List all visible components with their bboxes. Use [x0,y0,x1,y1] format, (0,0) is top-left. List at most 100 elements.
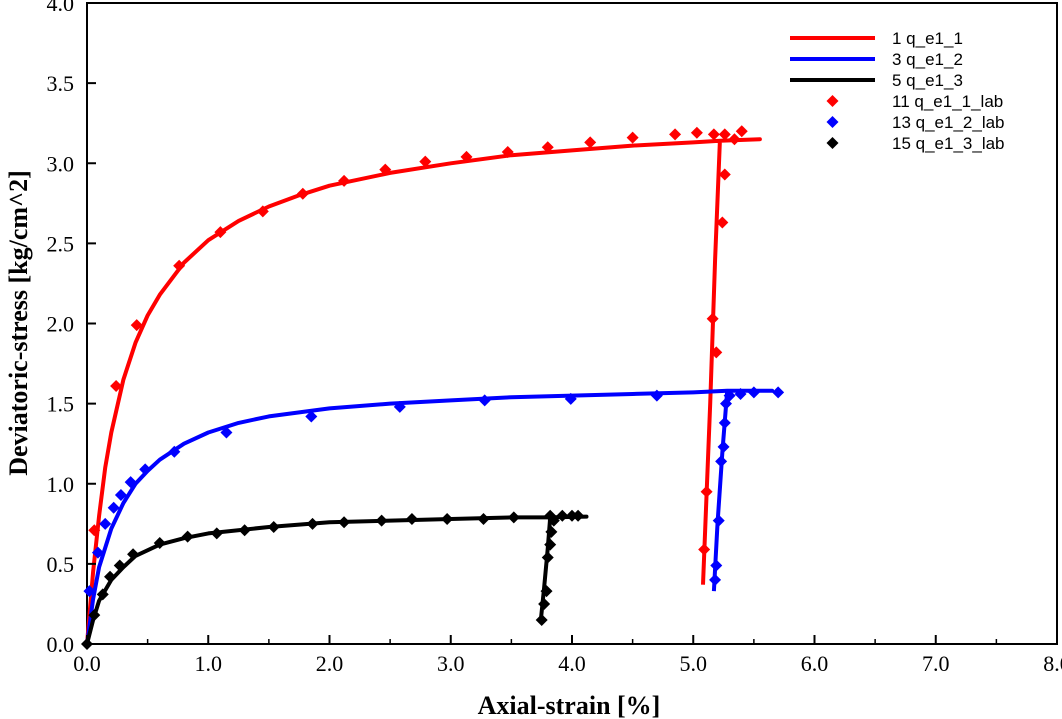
y-tick-label: 0.0 [47,632,75,657]
legend-swatch-marker [826,95,839,107]
legend-swatch-marker [826,137,839,149]
y-tick-label: 0.5 [47,552,75,577]
data-point [545,525,558,538]
data-point [338,516,351,529]
y-tick-label: 4.0 [47,0,75,16]
x-tick-label: 6.0 [801,651,829,676]
data-point [690,126,703,139]
series-5-q-e1-3 [85,514,589,645]
data-point [113,559,126,572]
legend-swatch-marker [826,116,839,128]
data-point [441,513,454,526]
data-point [710,559,723,572]
legend-label: 13 q_e1_2_lab [892,113,1005,132]
legend-label: 5 q_e1_3 [892,71,963,90]
y-tick-label: 1.5 [47,392,75,417]
data-point [718,168,731,181]
data-point [544,538,557,551]
data-point [501,146,514,159]
data-point [107,501,120,514]
data-point [540,585,553,598]
data-point [728,133,741,146]
data-point [83,585,96,598]
data-point [715,455,728,468]
data-point [393,400,406,413]
x-tick-label: 3.0 [437,651,465,676]
series-line [85,514,589,645]
data-point [572,509,585,522]
data-point [238,524,251,537]
data-point [96,588,109,601]
data-point [214,226,227,239]
data-point [734,388,747,401]
data-point [127,548,140,561]
data-point [114,488,127,501]
data-point [626,131,639,144]
series-15-q-e1-3-lab [81,509,585,650]
x-tick-label: 5.0 [680,651,708,676]
data-point [564,392,577,405]
legend-label: 1 q_e1_1 [892,29,963,48]
data-point [305,410,318,423]
data-point [306,517,319,530]
data-point [99,517,112,530]
data-point [460,150,473,163]
data-point [719,397,732,410]
data-point [718,416,731,429]
data-point [256,205,269,218]
data-point [173,259,186,272]
series-line [85,388,775,645]
y-tick-label: 2.5 [47,231,75,256]
y-tick-label: 2.0 [47,312,75,337]
x-tick-label: 7.0 [922,651,950,676]
x-tick-label: 8.0 [1043,651,1062,676]
data-point [538,597,551,610]
data-point [104,570,117,583]
legend-label: 3 q_e1_2 [892,50,963,69]
data-point [709,573,722,586]
data-point [718,128,731,141]
x-tick-label: 4.0 [558,651,586,676]
x-tick-label: 2.0 [316,651,344,676]
data-point [507,511,520,524]
x-tick-label: 0.0 [73,651,101,676]
x-axis-title: Axial-strain [%] [478,691,661,719]
data-point [478,394,491,407]
data-point [556,509,569,522]
series-13-q-e1-2-lab [83,386,785,598]
data-point [710,346,723,359]
data-point [110,379,123,392]
data-point [153,537,166,550]
data-point [717,440,730,453]
data-point [772,386,785,399]
x-tick-label: 1.0 [195,651,223,676]
y-tick-label: 1.0 [47,472,75,497]
data-point [168,445,181,458]
data-point [700,485,713,498]
data-point [541,551,554,564]
data-point [547,514,560,527]
axes-layer: 0.0 1.0 2.0 3.0 4.0 5.0 6.0 7.0 8.0 0.0 0.5 1.0 1.5 2… [47,0,1062,676]
data-point [88,609,101,622]
series-1-q-e1-1 [85,137,762,645]
data-point [124,476,137,489]
data-point [716,216,729,229]
data-point [712,514,725,527]
data-point [220,426,233,439]
data-point [405,513,418,526]
data-point [535,613,548,626]
series-11-q-e1-1-lab [88,125,748,556]
y-axis-title: Deviatoric-stress [kg/cm^2] [4,170,33,476]
data-point [296,187,309,200]
data-point [747,386,760,399]
series-line [85,137,762,645]
legend-label: 15 q_e1_3_lab [892,134,1005,153]
data-point [707,128,720,141]
data-point [181,530,194,543]
y-tick-label: 3.0 [47,151,75,176]
data-point [477,513,490,526]
series-3-q-e1-2 [85,388,775,645]
data-point [210,527,223,540]
data-point [566,509,578,522]
